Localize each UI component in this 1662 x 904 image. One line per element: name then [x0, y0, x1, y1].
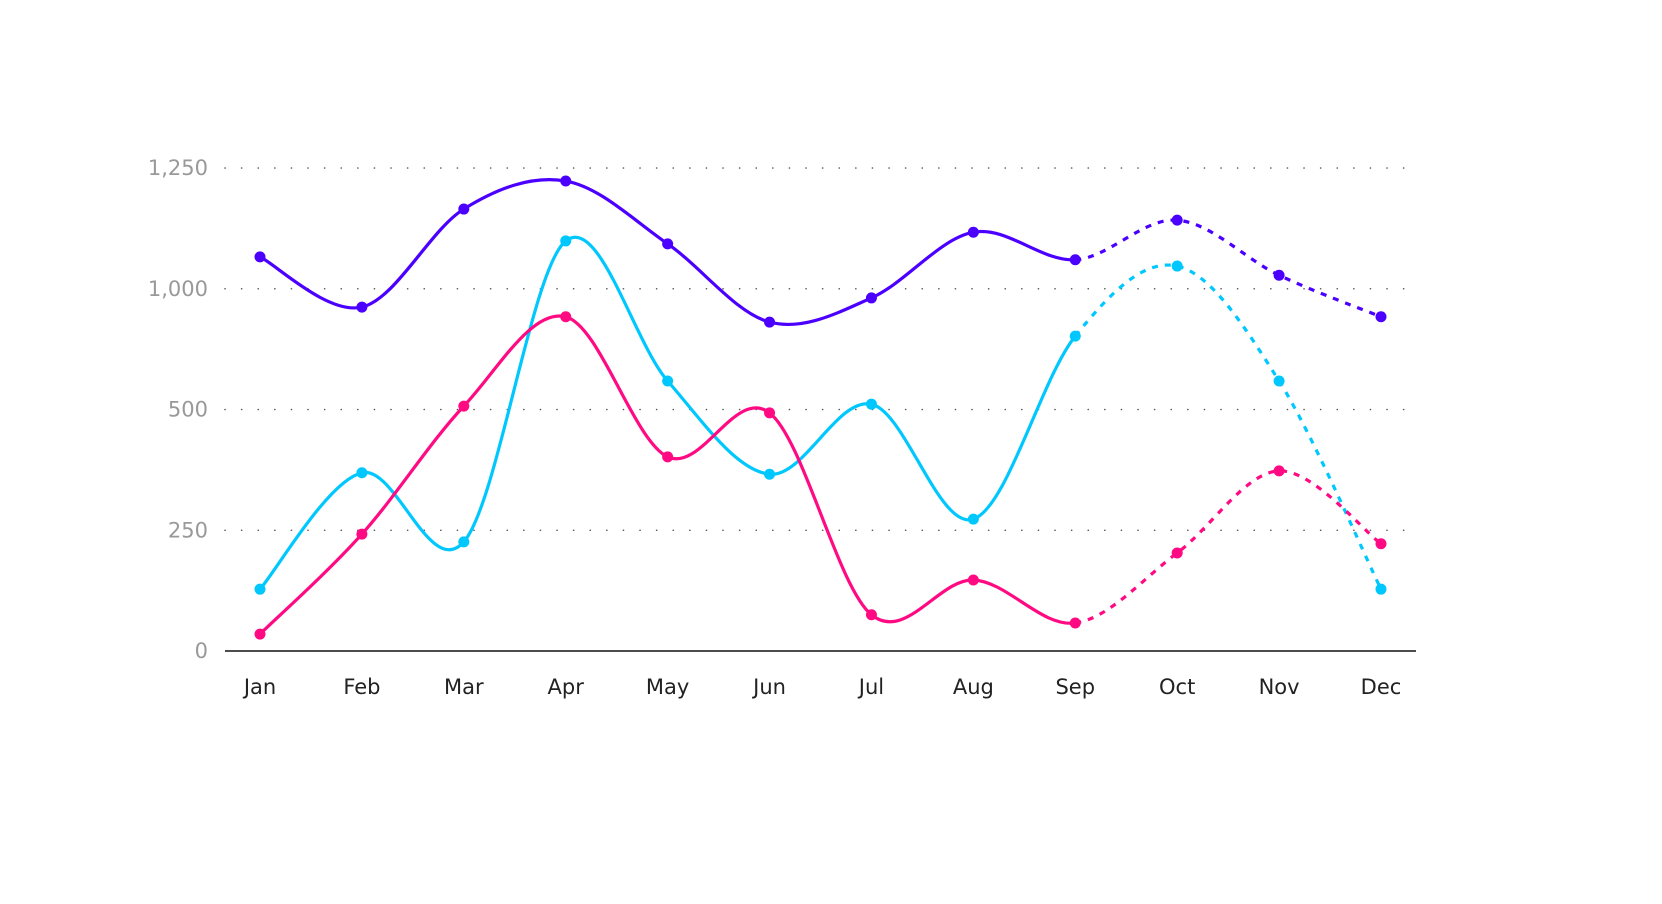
data-point-cyan-apr[interactable]: [560, 235, 572, 247]
y-tick-label: 250: [168, 518, 208, 542]
series-line-purple: [259, 178, 1076, 327]
data-point-pink-sep[interactable]: [1069, 617, 1081, 629]
x-tick-label: Aug: [953, 675, 994, 699]
data-point-pink-apr[interactable]: [560, 311, 572, 323]
data-point-pink-feb[interactable]: [356, 528, 368, 540]
x-tick-label: Jan: [242, 675, 276, 699]
data-point-cyan-sep[interactable]: [1069, 330, 1081, 342]
x-tick-label: Nov: [1259, 675, 1300, 699]
data-point-pink-dec[interactable]: [1375, 538, 1387, 550]
x-tick-label: Oct: [1159, 675, 1195, 699]
series-line-projected-pink: [1075, 469, 1382, 625]
x-tick-label: Sep: [1055, 675, 1095, 699]
data-point-pink-nov[interactable]: [1273, 465, 1285, 477]
data-point-cyan-feb[interactable]: [356, 467, 368, 479]
data-point-purple-oct[interactable]: [1171, 214, 1183, 226]
data-point-cyan-mar[interactable]: [458, 536, 470, 548]
series-line-cyan: [258, 236, 1077, 591]
data-point-pink-aug[interactable]: [967, 574, 979, 586]
data-point-pink-jun[interactable]: [764, 407, 776, 419]
data-point-cyan-dec[interactable]: [1375, 583, 1387, 595]
data-point-purple-nov[interactable]: [1273, 269, 1285, 281]
data-point-purple-jul[interactable]: [865, 292, 877, 304]
data-point-purple-sep[interactable]: [1069, 254, 1081, 266]
x-tick-label: Mar: [444, 675, 484, 699]
data-point-purple-apr[interactable]: [560, 175, 572, 187]
x-tick-label: Jun: [751, 675, 786, 699]
x-tick-label: Jul: [857, 675, 884, 699]
x-tick-label: May: [646, 675, 689, 699]
x-axis: Jan Feb Mar Apr May Jun Jul Aug Sep Oct Nov Dec: [242, 675, 1402, 699]
series-line-projected-purple: [1075, 218, 1382, 319]
x-tick-label: Feb: [343, 675, 380, 699]
data-point-purple-mar[interactable]: [458, 203, 470, 215]
series-line-pink: [258, 314, 1076, 636]
data-point-purple-feb[interactable]: [356, 301, 368, 313]
data-point-cyan-may[interactable]: [662, 375, 674, 387]
data-point-cyan-aug[interactable]: [967, 513, 979, 525]
data-point-pink-may[interactable]: [662, 451, 674, 463]
data-point-cyan-jan[interactable]: [254, 583, 266, 595]
y-axis: 0 250 500 1,000 1,250: [148, 156, 208, 663]
y-tick-label: 1,250: [148, 156, 208, 180]
data-point-cyan-nov[interactable]: [1273, 375, 1285, 387]
data-point-pink-oct[interactable]: [1171, 547, 1183, 559]
data-point-purple-may[interactable]: [662, 238, 674, 250]
series-line-projected-cyan: [1074, 263, 1383, 590]
data-point-purple-jun[interactable]: [764, 316, 776, 328]
data-point-cyan-jul[interactable]: [865, 398, 877, 410]
series-lines: [258, 178, 1383, 636]
y-tick-label: 1,000: [148, 277, 208, 301]
data-point-purple-dec[interactable]: [1375, 311, 1387, 323]
data-point-purple-aug[interactable]: [967, 226, 979, 238]
series-points: [254, 175, 1387, 640]
data-point-purple-jan[interactable]: [254, 251, 266, 263]
grid: [224, 167, 1417, 532]
data-point-cyan-oct[interactable]: [1171, 260, 1183, 272]
data-point-pink-jul[interactable]: [865, 609, 877, 621]
data-point-cyan-jun[interactable]: [764, 468, 776, 480]
y-tick-label: 0: [195, 639, 208, 663]
x-tick-label: Dec: [1361, 675, 1402, 699]
data-point-pink-jan[interactable]: [254, 628, 266, 640]
data-point-pink-mar[interactable]: [458, 400, 470, 412]
y-tick-label: 500: [168, 398, 208, 422]
x-tick-label: Apr: [548, 675, 585, 699]
